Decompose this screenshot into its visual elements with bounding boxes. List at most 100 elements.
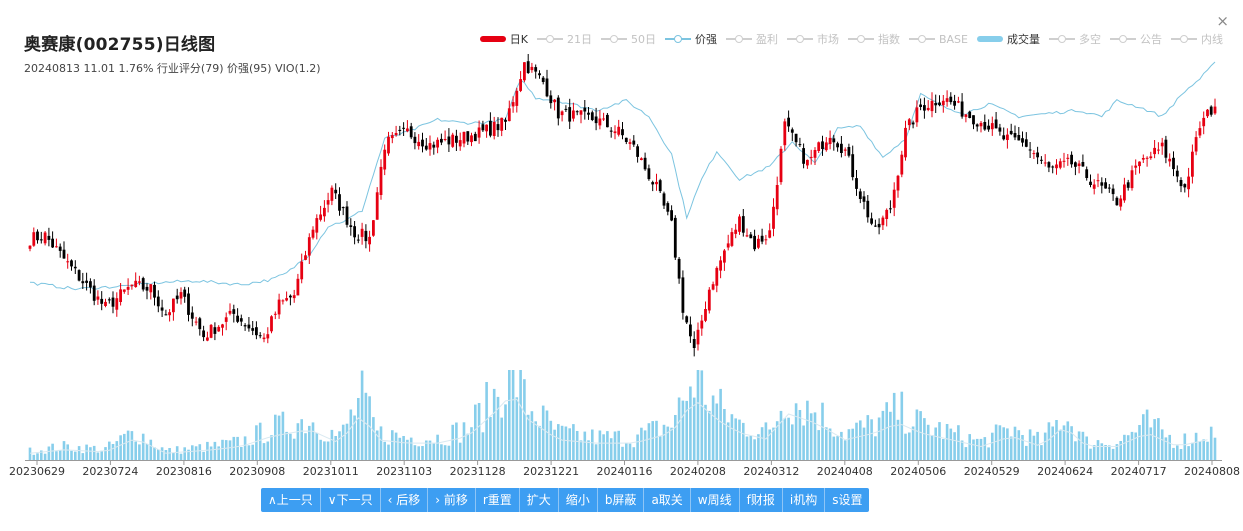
volume-bar — [934, 427, 937, 460]
volume-bar — [836, 436, 839, 460]
volume-bar — [164, 450, 168, 460]
volume-bar — [47, 446, 51, 460]
volume-bar — [1138, 425, 1141, 460]
candle-body — [221, 324, 224, 328]
candle-body — [798, 144, 802, 146]
legend-item[interactable]: BASE — [908, 33, 968, 46]
candle-body — [1183, 184, 1187, 188]
zoom-in-button[interactable]: 扩大 — [520, 488, 559, 512]
volume-bar — [889, 411, 892, 460]
volume-bar — [1096, 440, 1100, 460]
volume-bar — [938, 422, 941, 460]
candle-body — [975, 124, 979, 127]
legend-item[interactable]: 公告 — [1110, 31, 1162, 47]
candle-body — [1130, 170, 1134, 189]
volume-bar — [489, 417, 492, 460]
legend-item[interactable]: .legend-item:nth-child(1) .sw.bar::befor… — [479, 31, 528, 47]
candle-body — [598, 118, 602, 126]
candle-body — [885, 209, 889, 219]
volume-bar — [504, 404, 507, 460]
candle-body — [470, 135, 473, 143]
volume-bar — [145, 443, 149, 460]
candle-body — [1202, 117, 1206, 127]
volume-bar — [474, 404, 477, 460]
candle-body — [341, 207, 345, 209]
volume-bar — [500, 417, 503, 460]
candle-body — [421, 139, 424, 147]
unfollow-button[interactable]: a取关 — [644, 488, 691, 512]
legend-item[interactable]: 内线 — [1171, 31, 1223, 47]
candle-body — [556, 97, 560, 119]
volume-bar — [58, 450, 62, 460]
volume-bar — [832, 436, 836, 460]
volume-bar — [1115, 444, 1119, 460]
volume-bar — [1025, 445, 1028, 460]
volume-bar — [1119, 441, 1122, 460]
candle-body — [111, 297, 115, 307]
legend-item[interactable]: 盈利 — [725, 31, 778, 47]
x-tick-label: 20240208 — [670, 465, 726, 478]
volume-bar — [74, 451, 77, 460]
stock-chart[interactable]: 20230629 20230724 20230816 20230908 20231011… — [0, 0, 1243, 480]
candle-body — [1107, 187, 1111, 189]
candle-body — [251, 328, 255, 331]
candle-body — [1175, 170, 1179, 177]
candle-body — [413, 136, 417, 144]
shield-button[interactable]: b屏蔽 — [598, 488, 645, 512]
volume-bar — [859, 420, 862, 460]
volume-bar — [1194, 432, 1198, 460]
legend-item[interactable]: .legend-item:nth-child(4) .sw.line::befo… — [664, 31, 717, 47]
volume-bar — [594, 444, 598, 460]
legend-item[interactable]: 多空 — [1049, 31, 1101, 47]
legend-item[interactable]: 指数 — [847, 31, 900, 47]
volume-bar — [926, 424, 930, 460]
candle-body — [406, 128, 409, 132]
candle-body — [696, 329, 700, 345]
chart-legend: .legend-item:nth-child(1) .sw.bar::befor… — [471, 30, 1223, 48]
volume-bar — [1013, 426, 1017, 460]
volume-bar — [772, 427, 775, 460]
candle-body — [613, 131, 617, 134]
candle-body — [647, 168, 651, 180]
institution-button[interactable]: i机构 — [783, 488, 826, 512]
volume-bar — [511, 370, 515, 460]
legend-label: 内线 — [1201, 33, 1223, 46]
candle-body — [640, 158, 643, 160]
settings-button[interactable]: s设置 — [832, 493, 863, 507]
weekly-button[interactable]: w周线 — [691, 488, 740, 512]
candle-body — [1081, 162, 1085, 167]
candle-body — [900, 154, 904, 175]
x-tick-label: 20230629 — [9, 465, 65, 478]
legend-item[interactable]: 市场 — [786, 31, 839, 47]
volume-bar — [179, 453, 183, 460]
volume-bar — [677, 397, 681, 460]
reset-button[interactable]: r重置 — [476, 488, 520, 512]
volume-bar — [153, 447, 156, 460]
forward-button[interactable]: › 前移 — [428, 488, 476, 512]
next-stock-button[interactable]: ∨下一只 — [321, 488, 381, 512]
volume-bar — [598, 430, 602, 460]
zoom-out-button[interactable]: 缩小 — [559, 488, 598, 512]
candle-body — [315, 218, 319, 233]
close-icon[interactable]: × — [1216, 12, 1229, 30]
legend-label: 50日 — [630, 33, 656, 46]
volume-bar — [674, 415, 677, 460]
candle-body — [304, 255, 307, 260]
volume-bar — [704, 404, 707, 460]
candle-body — [85, 280, 88, 283]
volume-bar — [866, 415, 870, 460]
candle-body — [923, 105, 926, 111]
legend-item[interactable]: 50日 — [600, 31, 656, 47]
candle-body — [213, 327, 217, 334]
volume-bar — [175, 446, 179, 460]
volume-bar — [368, 396, 371, 460]
back-button[interactable]: ‹ 后移 — [381, 488, 429, 512]
legend-item[interactable]: 21日 — [536, 31, 592, 47]
volume-bar — [553, 429, 556, 460]
prev-stock-button[interactable]: ∧上一只 — [261, 488, 321, 512]
report-button[interactable]: f财报 — [740, 488, 783, 512]
volume-bar — [1157, 418, 1160, 460]
legend-item[interactable]: .legend-item:nth-child(9) .sw.bar::befor… — [977, 31, 1040, 47]
volume-bar — [130, 431, 134, 460]
candle-body — [738, 216, 741, 232]
